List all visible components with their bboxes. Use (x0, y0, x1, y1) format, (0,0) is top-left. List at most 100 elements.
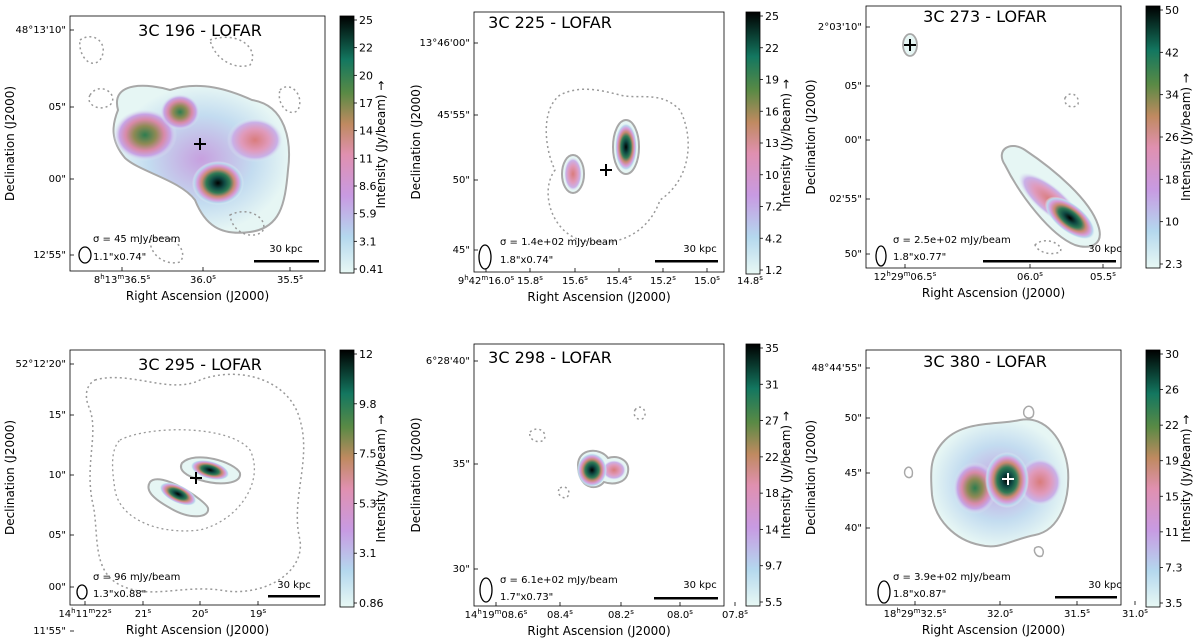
sigma-label: σ = 3.9e+02 mJy/beam (893, 572, 1011, 583)
y-axis-label: Declination (J2000) (409, 417, 423, 532)
ra-tick-label: 08.0s (667, 608, 693, 621)
beam-ellipse (478, 244, 492, 270)
beam-size-label: 1.8"x0.74" (500, 255, 553, 266)
colorbar-tick-label: 22 (359, 42, 373, 55)
emission-blob (113, 109, 177, 161)
x-axis-label: Right Ascension (J2000) (527, 624, 670, 638)
beam-size-label: 1.8"x0.77" (893, 252, 946, 263)
colorbar-tick-label: 22 (1165, 419, 1179, 432)
beam-size-label: 1.1"x0.74" (93, 252, 146, 263)
dec-tick-label: 35" (453, 459, 470, 470)
colorbar-tick-label: 35 (765, 342, 779, 355)
panel-3c298 (473, 343, 725, 607)
scalebar-label: 30 kpc (277, 580, 311, 591)
dec-tick-label: 45'55" (437, 110, 470, 121)
beam-ellipse (78, 246, 92, 264)
dec-tick-label: 50" (453, 175, 470, 186)
dec-tick-label: 48°44'55" (811, 363, 862, 374)
x-axis-label: Right Ascension (J2000) (527, 290, 670, 304)
colorbar-label: Intensity (Jy/beam) → (374, 80, 388, 208)
dec-tick-label: 40" (845, 523, 862, 534)
dec-tick-label: 50" (845, 249, 862, 260)
colorbar-tick-label: 19 (765, 74, 779, 87)
colorbar-tick-label: 10 (1165, 216, 1179, 229)
dec-tick-label: 15" (49, 410, 66, 421)
colorbar-tick-label: 0.41 (359, 263, 384, 276)
colorbar-tick-label: 14 (765, 523, 779, 536)
colorbar-tick-label: 20 (359, 69, 373, 82)
sigma-label: σ = 2.5e+02 mJy/beam (893, 235, 1011, 246)
colorbar-tick-label: 4.2 (765, 232, 783, 245)
colorbar (745, 343, 761, 607)
sigma-label: σ = 96 mJy/beam (93, 572, 180, 583)
ra-tick-label: 15.6s (562, 274, 588, 287)
emission-hotspot (159, 482, 197, 506)
ra-tick-label: 9h42m16.0s (458, 274, 515, 287)
scalebar-label: 30 kpc (683, 580, 717, 591)
colorbar-tick-label: 25 (359, 14, 373, 27)
colorbar-tick-label: 14 (359, 125, 373, 138)
colorbar-tick-label: 22 (765, 451, 779, 464)
ra-tick-label: 15.8s (517, 274, 543, 287)
colorbar-tick-label: 26 (1165, 131, 1179, 144)
x-axis-label: Right Ascension (J2000) (126, 623, 269, 637)
colorbar-tick-label: 27 (765, 415, 779, 428)
panel-title: 3C 380 - LOFAR (923, 352, 1047, 371)
ra-tick-label: 31.5s (1064, 607, 1090, 620)
scalebar-line (655, 260, 718, 263)
dec-tick-label: 02'55" (829, 194, 862, 205)
colorbar-tick-label: 16 (765, 105, 779, 118)
ra-tick-label: 18h29m32.5s (884, 607, 947, 620)
sigma-label: σ = 45 mJy/beam (93, 234, 180, 245)
panel-3c196 (69, 15, 326, 272)
scalebar-label: 30 kpc (1088, 580, 1122, 591)
dec-tick-label: 00" (845, 135, 862, 146)
x-axis-label: Right Ascension (J2000) (922, 286, 1065, 300)
ra-tick-label: 31.0s (1122, 607, 1148, 620)
scalebar-line (254, 260, 319, 263)
panel-title: 3C 295 - LOFAR (138, 355, 262, 374)
colorbar-tick-label: 7.2 (765, 201, 783, 214)
dec-tick-label: 30" (453, 564, 470, 575)
colorbar-tick-label: 31 (765, 378, 779, 391)
scalebar-line (983, 260, 1116, 263)
noise-contour (79, 36, 301, 264)
dec-tick-label: 52°12'20" (15, 359, 66, 370)
ra-tick-label: 36.0s (190, 273, 216, 286)
y-axis-label: Declination (J2000) (409, 84, 423, 199)
beam-ellipse (479, 577, 493, 603)
beam-ellipse (76, 584, 88, 600)
emission-hotspot (615, 123, 637, 171)
dec-tick-label: 45" (453, 245, 470, 256)
emission-hotspot (192, 161, 244, 205)
colorbar-tick-label: 18 (765, 487, 779, 500)
colorbar-tick-label: 5.9 (359, 208, 377, 221)
ra-tick-label: 07.8s (722, 608, 748, 621)
colorbar-tick-label: 3.1 (359, 235, 377, 248)
dec-tick-label: 6°28'40" (426, 356, 470, 367)
emission-hotspot (190, 459, 230, 481)
emission-blob (602, 460, 626, 480)
dec-tick-label: 12'55" (33, 250, 66, 261)
dec-tick-label: 13°46'00" (419, 38, 470, 49)
colorbar-tick-label: 5.5 (765, 596, 783, 609)
scalebar-label: 30 kpc (683, 244, 717, 255)
beam-ellipse (877, 580, 891, 604)
colorbar-tick-label: 7.3 (1165, 561, 1183, 574)
colorbar-tick-label: 2.3 (1165, 258, 1183, 271)
scalebar-label: 30 kpc (269, 244, 303, 255)
colorbar (1145, 349, 1161, 608)
ra-tick-label: 14h19m08.6s (465, 608, 528, 621)
ra-tick-label: 8h13m36.5s (94, 273, 151, 286)
y-axis-label: Declination (J2000) (3, 420, 17, 535)
ra-tick-label: 05.5s (1090, 270, 1116, 283)
dec-tick-label: 00" (49, 582, 66, 593)
ra-tick-label: 08.2s (608, 608, 634, 621)
scalebar-line (654, 597, 718, 600)
colorbar-tick-label: 11 (1165, 526, 1179, 539)
noise-contour (85, 373, 305, 593)
ra-tick-label: 32.0s (987, 607, 1013, 620)
colorbar-tick-label: 7.5 (359, 448, 377, 461)
sigma-label: σ = 6.1e+02 mJy/beam (500, 575, 618, 586)
ra-tick-label: 20s (192, 607, 209, 620)
